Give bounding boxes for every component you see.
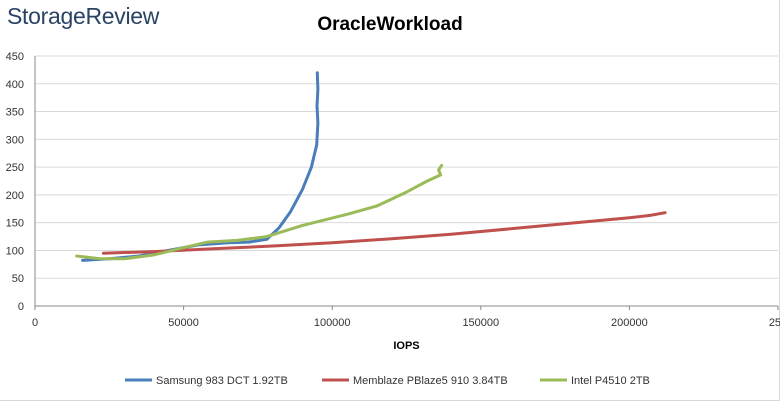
y-tick-label: 0	[18, 301, 24, 313]
legend-label-3: Intel P4510 2TB	[571, 375, 650, 387]
legend-label-1: Samsung 983 DCT 1.92TB	[156, 375, 288, 387]
x-tick-label: 50000	[168, 317, 199, 329]
y-tick-label: 50	[12, 273, 24, 285]
y-tick-label: 350	[6, 107, 24, 119]
y-tick-label: 250	[6, 162, 24, 174]
chart-title: OracleWorkload	[317, 14, 463, 35]
legend-label-2: Memblaze PBlaze5 910 3.84TB	[353, 375, 508, 387]
series-line-2	[101, 211, 667, 255]
x-tick-label: 200000	[611, 317, 648, 329]
series-line-3	[75, 163, 444, 261]
x-tick-label: 0	[32, 317, 38, 329]
y-tick-label: 400	[6, 79, 24, 91]
x-tick-label: 150000	[462, 317, 499, 329]
storagereview-logo: StorageReview	[7, 3, 160, 29]
y-tick-label: 300	[6, 134, 24, 146]
x-tick-label: 100000	[314, 317, 351, 329]
y-tick-label: 150	[6, 218, 24, 230]
y-tick-label: 200	[6, 190, 24, 202]
y-tick-label: 450	[6, 51, 24, 63]
x-tick-label: 250	[769, 317, 780, 329]
y-tick-label: 100	[6, 245, 24, 257]
x-axis-title: IOPS	[393, 340, 419, 352]
